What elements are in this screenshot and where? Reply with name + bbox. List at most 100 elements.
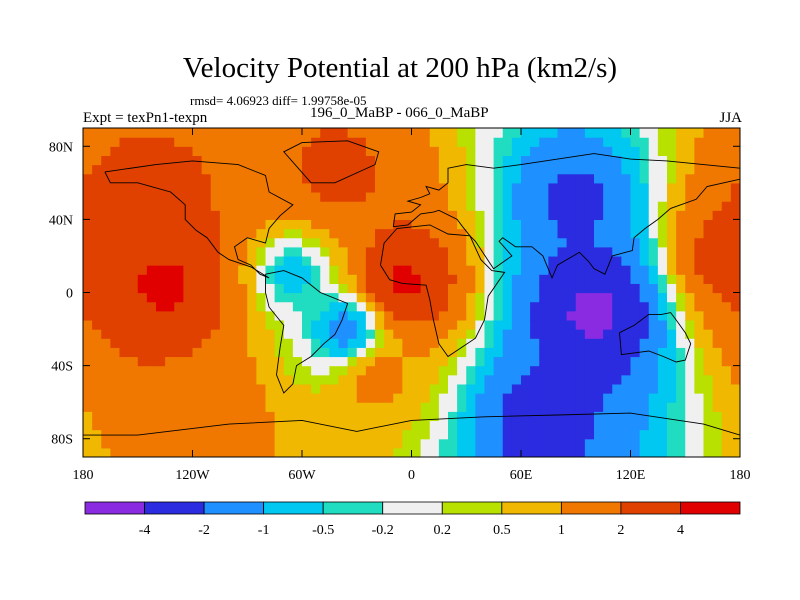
field-cell [676, 292, 686, 303]
x-tick-label: 120W [175, 468, 210, 483]
field-cell [356, 411, 367, 422]
field-cell [329, 237, 340, 248]
field-cell [274, 447, 285, 457]
field-cell [429, 447, 440, 457]
field-cell [448, 173, 458, 184]
field-cell [448, 338, 458, 348]
field-cell [648, 191, 659, 202]
field-cell [128, 347, 139, 358]
field-cell [420, 438, 431, 449]
field-cell [347, 137, 358, 147]
field-cell [283, 393, 294, 403]
field-cell [156, 210, 166, 220]
field-cell [174, 164, 184, 175]
field-cell [311, 319, 321, 330]
field-cell [484, 347, 495, 358]
field-cell [457, 356, 467, 367]
field-cell [566, 137, 577, 147]
field-cell [502, 137, 513, 147]
field-cell [393, 219, 403, 230]
field-cell [648, 347, 659, 358]
field-cell [238, 447, 248, 457]
field-cell [685, 146, 695, 157]
field-cell [375, 146, 385, 157]
field-cell [530, 329, 540, 339]
field-cell [292, 292, 303, 303]
field-cell [283, 274, 294, 284]
field-cell [265, 338, 276, 348]
field-cell [584, 182, 595, 193]
field-cell [229, 301, 239, 312]
field-cell [402, 438, 413, 449]
field-cell [219, 219, 230, 230]
field-cell [265, 173, 276, 184]
field-cell [548, 283, 559, 294]
field-cell [137, 210, 148, 220]
field-cell [83, 329, 93, 339]
field-cell [594, 393, 604, 403]
field-cell [292, 402, 303, 412]
field-cell [630, 265, 641, 275]
field-cell [420, 219, 431, 230]
field-cell [630, 329, 641, 339]
field-cell [274, 210, 285, 220]
field-cell [566, 219, 577, 230]
field-cell [530, 365, 540, 376]
field-cell [557, 155, 568, 166]
field-cell [548, 191, 559, 202]
field-cell [384, 201, 394, 211]
field-cell [667, 411, 677, 422]
field-cell [83, 319, 93, 330]
field-cell [128, 201, 139, 211]
field-cell [557, 402, 568, 412]
field-cell [493, 146, 504, 157]
field-cell [694, 347, 705, 358]
field-cell [429, 374, 440, 385]
field-cell [219, 255, 230, 266]
field-cell [685, 319, 695, 330]
field-cell [548, 219, 559, 230]
field-cell [466, 137, 476, 147]
field-cell [219, 374, 230, 385]
field-cell [92, 164, 102, 175]
field-cell [566, 356, 577, 367]
field-cell [256, 429, 267, 440]
field-cell [229, 274, 239, 284]
field-cell [201, 374, 212, 385]
field-cell [712, 383, 723, 394]
field-cell [685, 365, 695, 376]
field-cell [721, 292, 732, 303]
field-cell [247, 411, 257, 422]
field-cell [557, 237, 568, 248]
field-cell [712, 301, 723, 312]
field-cell [92, 228, 102, 239]
field-cell [302, 228, 312, 239]
field-cell [320, 182, 330, 193]
field-cell [283, 210, 294, 220]
field-cell [721, 182, 732, 193]
field-cell [92, 173, 102, 184]
field-cell [694, 338, 705, 348]
field-cell [83, 210, 93, 220]
field-cell [274, 429, 285, 440]
field-cell [174, 356, 184, 367]
field-cell [712, 173, 723, 184]
field-cell [539, 310, 549, 321]
field-cell [338, 447, 349, 457]
field-cell [694, 283, 705, 294]
field-cell [630, 155, 641, 166]
x-tick-label: 120E [616, 468, 646, 483]
field-cell [146, 274, 157, 284]
field-cell [721, 383, 732, 394]
field-cell [630, 201, 641, 211]
field-cell [329, 447, 340, 457]
field-cell [292, 338, 303, 348]
field-cell [210, 402, 221, 412]
field-cell [548, 137, 559, 147]
field-cell [521, 146, 531, 157]
field-cell [621, 155, 632, 166]
field-cell [174, 393, 184, 403]
field-cell [402, 146, 413, 157]
field-cell [484, 155, 495, 166]
field-cell [238, 310, 248, 321]
